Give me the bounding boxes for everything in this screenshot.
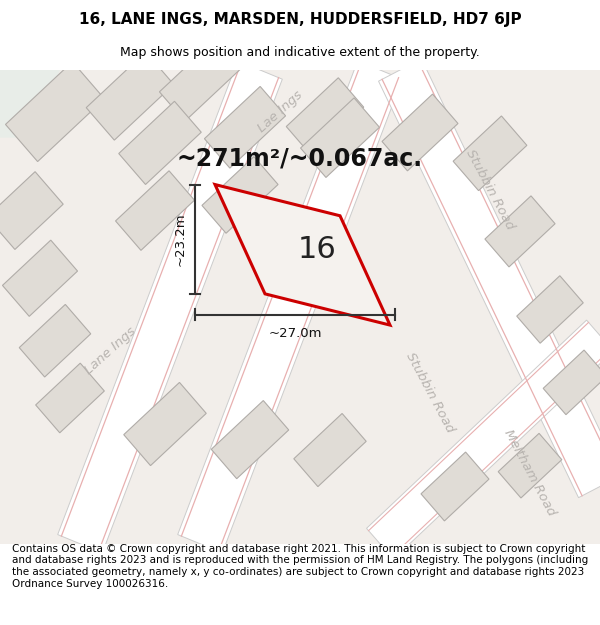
Polygon shape (119, 101, 201, 184)
Text: ~23.2m: ~23.2m (174, 213, 187, 266)
Polygon shape (215, 184, 390, 325)
Polygon shape (202, 157, 278, 233)
Polygon shape (5, 62, 104, 162)
Polygon shape (286, 78, 364, 156)
Polygon shape (421, 452, 489, 521)
Polygon shape (160, 39, 241, 121)
Polygon shape (382, 94, 458, 171)
Polygon shape (453, 116, 527, 191)
Polygon shape (367, 320, 600, 559)
Text: Lane Ings: Lane Ings (82, 325, 138, 378)
Polygon shape (301, 98, 379, 178)
Text: Stubbin Road: Stubbin Road (403, 351, 457, 435)
Text: Lae Ings: Lae Ings (255, 88, 305, 135)
Polygon shape (19, 304, 91, 377)
Polygon shape (116, 171, 194, 251)
Polygon shape (379, 59, 600, 498)
Polygon shape (86, 52, 174, 140)
Text: 16: 16 (298, 235, 337, 264)
Text: Contains OS data © Crown copyright and database right 2021. This information is : Contains OS data © Crown copyright and d… (12, 544, 588, 589)
Polygon shape (211, 401, 289, 479)
Polygon shape (485, 196, 555, 267)
Polygon shape (58, 61, 283, 553)
Text: ~27.0m: ~27.0m (268, 327, 322, 340)
Text: Stubbin Road: Stubbin Road (463, 148, 517, 232)
Polygon shape (517, 276, 583, 343)
Polygon shape (498, 433, 562, 498)
Text: Meltham Road: Meltham Road (502, 428, 558, 518)
Polygon shape (294, 414, 366, 487)
Polygon shape (2, 240, 77, 316)
Polygon shape (178, 61, 403, 553)
Polygon shape (205, 86, 286, 168)
Polygon shape (124, 382, 206, 466)
Text: ~271m²/~0.067ac.: ~271m²/~0.067ac. (177, 146, 423, 171)
Polygon shape (0, 172, 63, 249)
Polygon shape (0, 70, 600, 544)
Polygon shape (35, 363, 104, 432)
Text: Map shows position and indicative extent of the property.: Map shows position and indicative extent… (120, 46, 480, 59)
Polygon shape (0, 70, 60, 138)
Text: 16, LANE INGS, MARSDEN, HUDDERSFIELD, HD7 6JP: 16, LANE INGS, MARSDEN, HUDDERSFIELD, HD… (79, 12, 521, 27)
Polygon shape (543, 350, 600, 414)
